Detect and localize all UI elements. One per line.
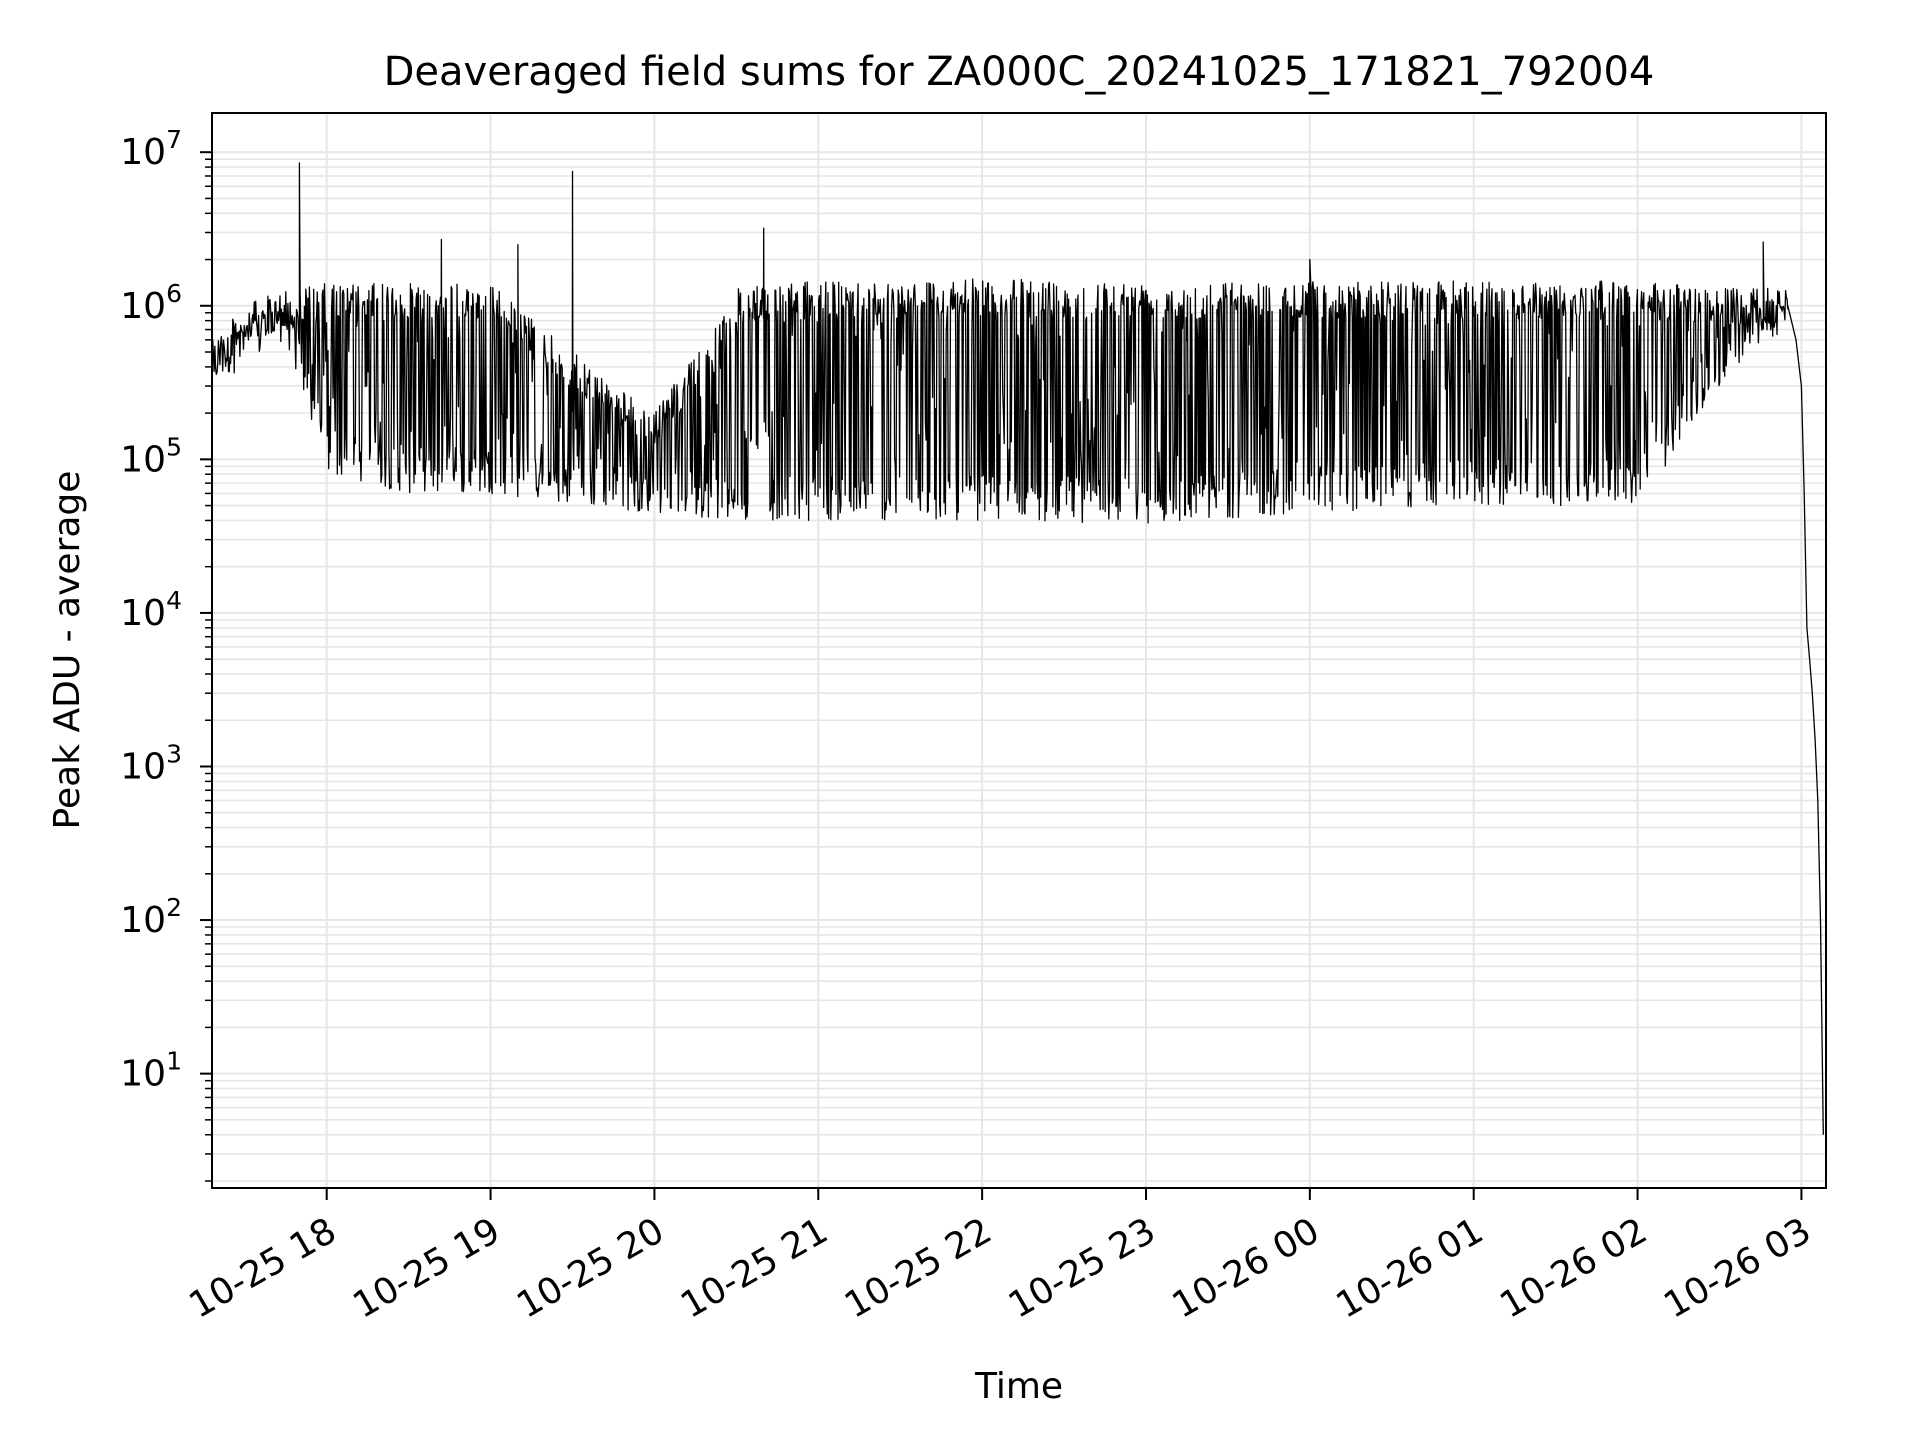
y-axis: 101 102 103 104 105 106 107 [120, 125, 212, 1182]
chart-title: Deaveraged field sums for ZA000C_2024102… [384, 49, 1655, 95]
x-axis-label: Time [974, 1366, 1063, 1407]
data-series [211, 162, 1824, 1135]
y-tick-label: 103 [120, 739, 182, 787]
y-tick-label: 106 [120, 279, 182, 327]
y-axis-label: Peak ADU - average [47, 471, 88, 830]
series-line [211, 162, 1824, 1135]
y-tick-label: 104 [120, 586, 182, 634]
y-tick-label: 101 [120, 1047, 182, 1095]
y-tick-label: 107 [120, 125, 182, 173]
plot-frame [211, 112, 1827, 1189]
y-tick-label: 102 [120, 893, 182, 941]
y-tick-label: 105 [120, 432, 182, 480]
